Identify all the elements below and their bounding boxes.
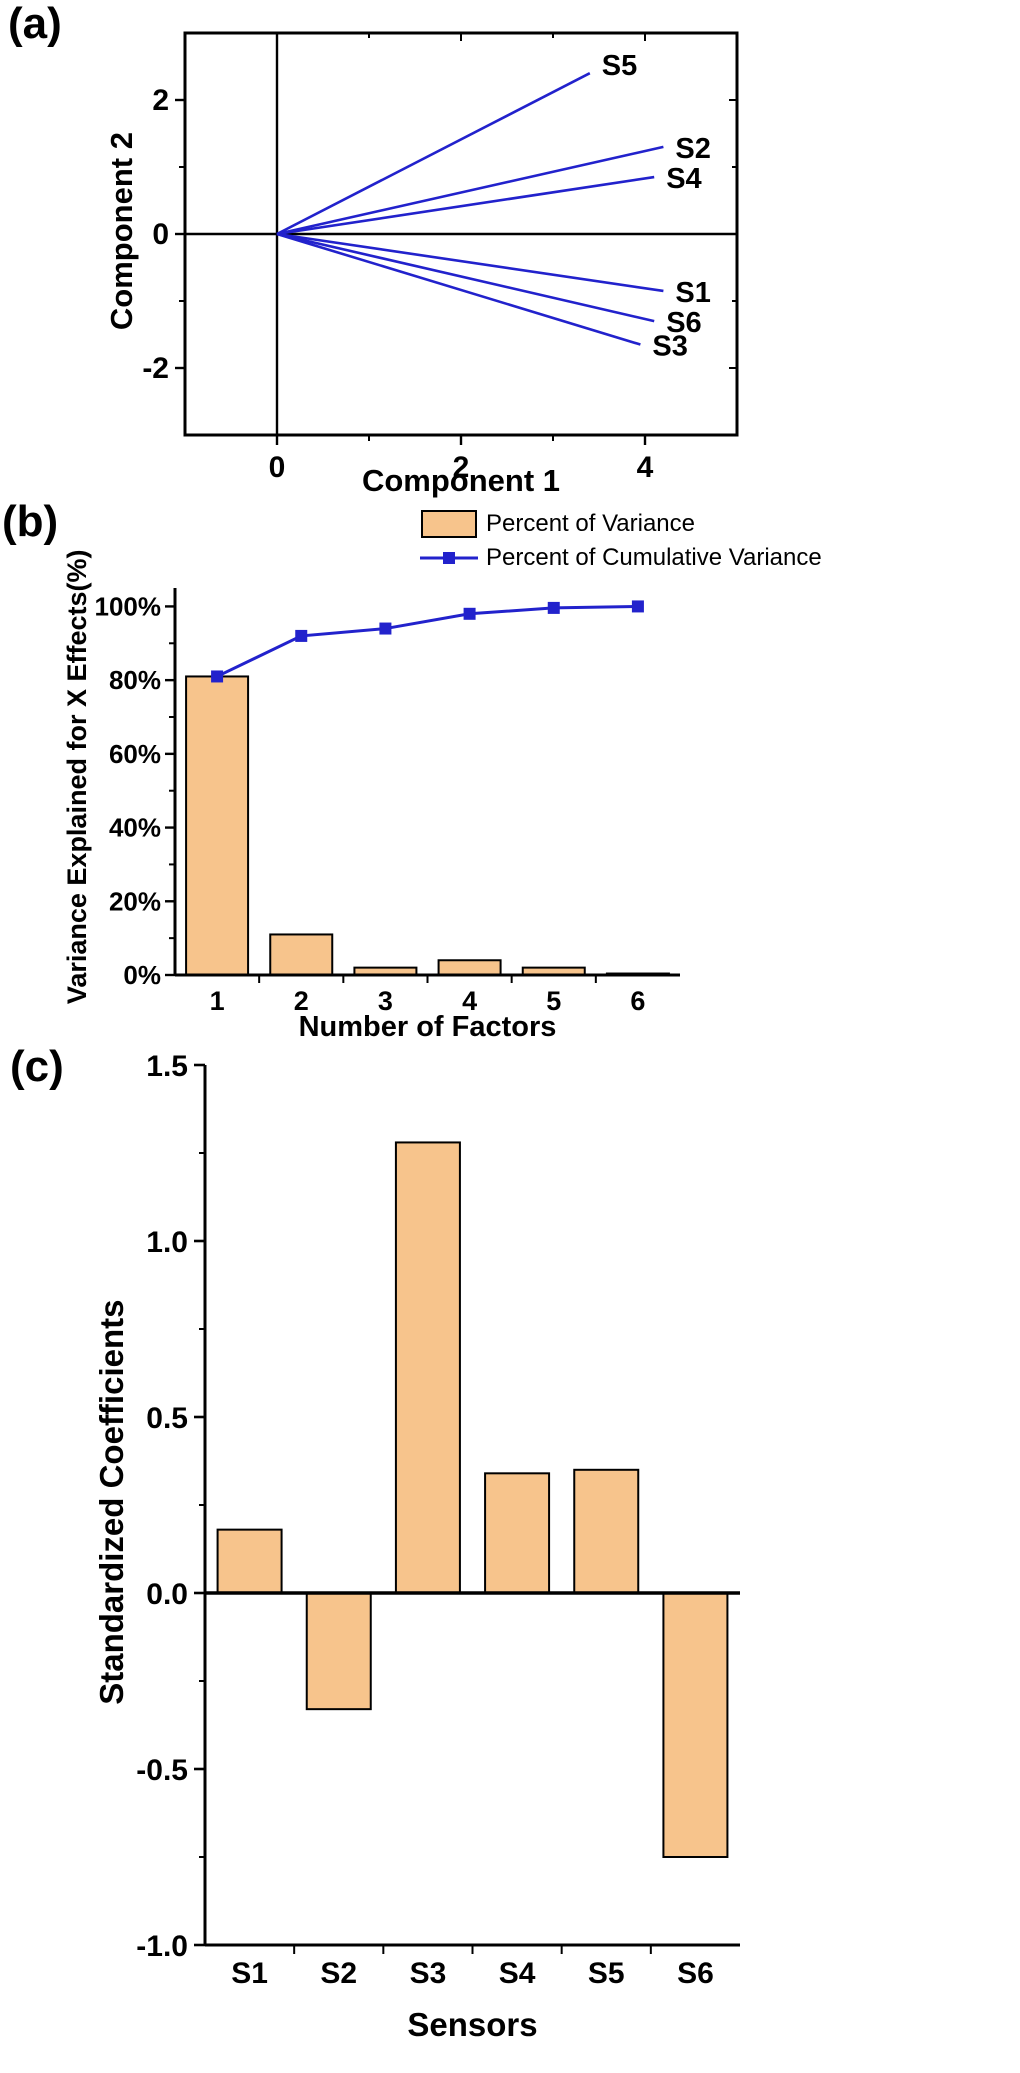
y-tick-label: 0 — [152, 218, 169, 251]
cumulative-marker-2 — [295, 629, 308, 642]
variance-bar-4 — [437, 959, 502, 976]
x-tick-label: 6 — [630, 986, 645, 1016]
panel-c: (c) -1.0 -0.5 0.0 0.5 1.0 1.5 S1 S2 S3 S4 S5 S6 Sen… — [0, 1035, 1020, 2073]
variance-axis-title: Variance Explained for X Effects(%) — [62, 549, 93, 1005]
y-tick-label: 40% — [109, 813, 161, 843]
coefficient-bar-S3 — [394, 1141, 461, 1594]
loading-label-S2: S2 — [675, 133, 710, 165]
coefficient-bar-S2 — [305, 1592, 372, 1711]
x-tick-label: 4 — [462, 986, 477, 1016]
bar-swatch-rect — [421, 509, 477, 538]
y-tick-label: 2 — [152, 84, 169, 117]
y-tick-label: 0% — [123, 960, 161, 990]
loading-vector-S3 — [276, 232, 641, 346]
plot-border — [183, 31, 739, 437]
x-tick-label: S1 — [231, 1957, 268, 1990]
bar-swatch-icon — [421, 509, 477, 538]
line-swatch-icon — [420, 551, 478, 564]
loading-label-S6: S6 — [666, 307, 701, 339]
variance-chart: 0% 20% 40% 60% 80% 100% 1 2 3 4 5 6 — [95, 588, 680, 1016]
cumulative-marker-1 — [211, 670, 224, 683]
y-tick-label: 0.0 — [146, 1578, 188, 1611]
sensors-axis-title: Sensors — [407, 2006, 538, 2043]
y-tick-label: -0.5 — [136, 1754, 188, 1787]
legend-label-cumulative: Percent of Cumulative Variance — [486, 543, 822, 571]
x-tick-label: 2 — [453, 451, 470, 484]
panel-b-label: (b) — [2, 497, 59, 546]
loading-vector-S2 — [276, 145, 664, 236]
y-tick-label: 20% — [109, 886, 161, 916]
variance-bar-1 — [185, 675, 250, 976]
line-swatch-marker — [443, 551, 455, 564]
cumulative-marker-3 — [379, 622, 392, 635]
x-tick-label: S5 — [588, 1957, 625, 1990]
x-tick-label: S4 — [499, 1957, 536, 1990]
y-tick-label: 1.5 — [146, 1050, 188, 1083]
coefficient-bar-S4 — [484, 1472, 551, 1595]
x-tick-label: 2 — [294, 986, 309, 1016]
coefficients-axis-title: Standardized Coefficients — [92, 1299, 130, 1705]
loading-label-S5: S5 — [602, 50, 637, 82]
coefficient-bar-S5 — [573, 1468, 640, 1594]
coefficient-bar-S1 — [216, 1528, 283, 1595]
x-tick-label: S2 — [320, 1957, 357, 1990]
loading-label-S3: S3 — [652, 331, 687, 363]
panel-a: (a) S5 S2 S4 S1 S6 S3 0 2 4 -2 0 2 Component 1 Comp… — [0, 0, 1020, 500]
loading-label-S1: S1 — [675, 277, 710, 309]
component1-axis-title: Component 1 — [361, 463, 561, 498]
y-tick-label: 0.5 — [146, 1402, 188, 1435]
legend-item-variance: Percent of Variance — [420, 508, 822, 539]
cumulative-marker-4 — [463, 607, 476, 620]
cumulative-marker-5 — [547, 601, 560, 614]
cumulative-marker-6 — [631, 600, 644, 613]
loading-vector-S6 — [276, 232, 655, 323]
loading-vector-S4 — [276, 175, 655, 236]
factors-axis-title: Number of Factors — [298, 1011, 557, 1043]
x-tick-label: S3 — [410, 1957, 447, 1990]
loading-label-S4: S4 — [666, 163, 701, 195]
legend-label-variance: Percent of Variance — [486, 509, 696, 537]
y-tick-label: 60% — [109, 739, 161, 769]
x-tick-label: 1 — [210, 986, 225, 1016]
loading-vector-S1 — [276, 232, 664, 293]
cumulative-variance-line — [216, 604, 638, 678]
y-tick-label: 80% — [109, 665, 161, 695]
x-tick-label: 0 — [269, 451, 286, 484]
y-tick-label: -1.0 — [136, 1930, 188, 1963]
panel-c-label: (c) — [10, 1042, 64, 1091]
panel-a-label: (a) — [8, 0, 62, 48]
y-tick-label: -2 — [142, 352, 169, 385]
x-tick-label: 4 — [637, 451, 654, 484]
y-tick-label: 100% — [95, 591, 162, 621]
coefficients-chart: -1.0 -0.5 0.0 0.5 1.0 1.5 S1 S2 S3 S4 S5 S6 — [136, 1050, 740, 1990]
x-tick-label: S6 — [677, 1957, 714, 1990]
x-tick-label: 5 — [546, 986, 561, 1016]
coefficient-bar-S6 — [662, 1592, 729, 1858]
legend: Percent of Variance Percent of Cumulativ… — [420, 508, 822, 573]
y-tick-label: 1.0 — [146, 1226, 188, 1259]
variance-bar-2 — [269, 933, 334, 977]
x-tick-label: 3 — [378, 986, 393, 1016]
legend-item-cumulative: Percent of Cumulative Variance — [420, 542, 822, 573]
panel-b: (b) Percent of Variance Percent of Cumul… — [0, 497, 1020, 1043]
loading-vector-S5 — [276, 72, 591, 236]
component2-axis-title: Component 2 — [103, 132, 139, 331]
